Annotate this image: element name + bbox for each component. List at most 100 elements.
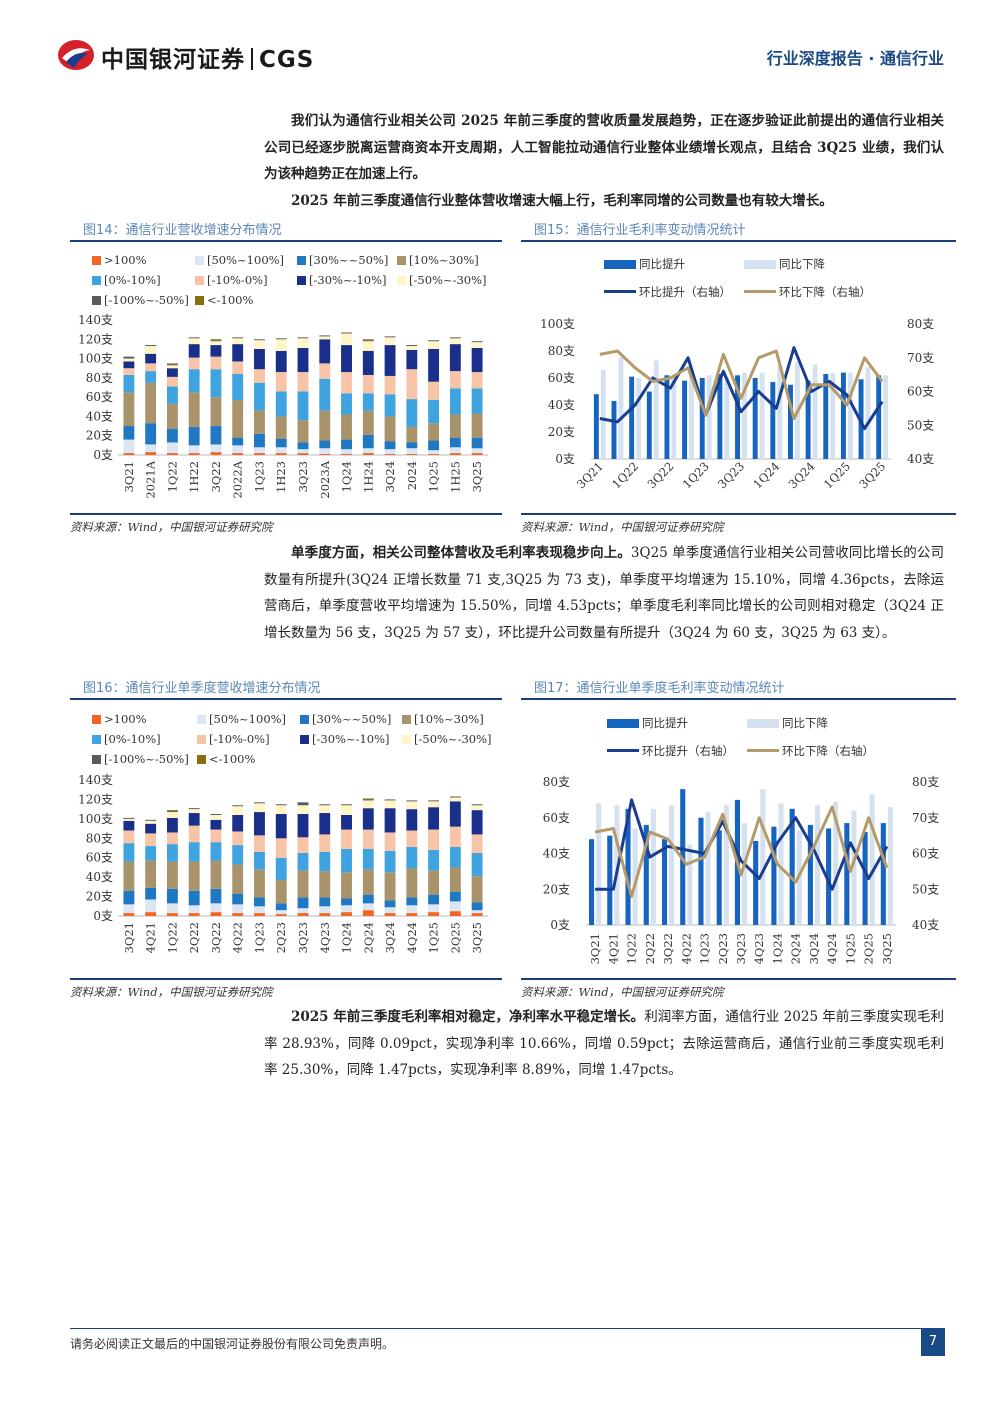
fig14-bottom-rule bbox=[70, 513, 502, 515]
legend-swatch bbox=[195, 296, 204, 305]
bar-segment bbox=[254, 433, 265, 448]
y-tick-label: 40支 bbox=[86, 870, 113, 884]
bar-segment bbox=[145, 452, 157, 455]
bar-segment bbox=[362, 339, 374, 341]
bar-segment bbox=[406, 427, 418, 443]
bar-segment bbox=[362, 808, 374, 830]
x-tick-label: 4Q24 bbox=[405, 922, 419, 953]
bar-segment bbox=[254, 851, 265, 870]
footer-rule bbox=[70, 1328, 945, 1329]
legend-item: [-30%~-10%] bbox=[300, 732, 390, 746]
bar-segment bbox=[275, 914, 287, 916]
bar-yoy-down bbox=[705, 812, 711, 925]
y-left-tick-label: 80支 bbox=[543, 775, 570, 789]
bar-segment bbox=[123, 830, 135, 844]
bar-yoy-down bbox=[706, 375, 712, 459]
line-qoq-down bbox=[599, 349, 884, 420]
bar-segment bbox=[254, 897, 265, 907]
bar-segment bbox=[406, 399, 418, 428]
bar-segment bbox=[362, 910, 374, 916]
bar-segment bbox=[254, 447, 265, 454]
footer-disclaimer: 请务必阅读正文最后的中国银河证券股份有限公司免责声明。 bbox=[70, 1337, 395, 1351]
bar-segment bbox=[275, 339, 287, 351]
bar-yoy-up bbox=[862, 832, 868, 925]
legend-swatch bbox=[92, 276, 101, 285]
bar-yoy-up bbox=[844, 823, 850, 925]
x-tick-label: 1Q25 bbox=[427, 922, 441, 953]
bar-segment bbox=[188, 825, 200, 843]
legend-item: <-100% bbox=[197, 752, 255, 766]
bar-yoy-up bbox=[664, 375, 670, 459]
legend-swatch bbox=[397, 276, 406, 285]
legend-label: 同比下降 bbox=[782, 716, 828, 730]
legend-label: [30%~~50%] bbox=[312, 712, 392, 726]
legend-label: [-100%~-50%] bbox=[104, 293, 189, 307]
bar-segment bbox=[362, 410, 374, 435]
bar-segment bbox=[449, 337, 461, 339]
x-tick-label: 1Q22 bbox=[625, 933, 639, 964]
bar-segment bbox=[297, 837, 309, 853]
bar-yoy-up bbox=[735, 375, 740, 459]
paragraph-4-text: 利润率方面，通信行业 2025 年前三季度实现毛利率 28.93%，同降 0.0… bbox=[264, 1009, 944, 1078]
x-tick-label: 1Q24 bbox=[340, 922, 354, 953]
bar-segment bbox=[145, 346, 157, 354]
legend-item: [-100%~-50%] bbox=[92, 752, 189, 766]
fig15-legend: 同比提升 同比下降 环比提升（右轴） 环比下降（右轴） bbox=[604, 256, 944, 306]
bar-segment bbox=[166, 364, 178, 366]
bar-segment bbox=[428, 801, 440, 808]
bar-segment bbox=[471, 810, 483, 835]
x-tick-label: 2023A bbox=[318, 460, 332, 498]
bar-segment bbox=[145, 833, 157, 847]
bar-yoy-up bbox=[789, 808, 795, 925]
bar-segment bbox=[232, 344, 244, 362]
bar-segment bbox=[254, 369, 265, 383]
bar-segment bbox=[319, 897, 331, 907]
bar-segment bbox=[384, 832, 396, 851]
bar-segment bbox=[232, 361, 244, 374]
paragraph-2: 2025 年前三季度通信行业整体营收增速大幅上行，毛利率同增的公司数量也有较大增… bbox=[264, 188, 944, 215]
legend-label: [0%-10%] bbox=[104, 273, 161, 287]
bar-segment bbox=[145, 819, 157, 821]
bar-segment bbox=[210, 814, 222, 815]
legend-swatch bbox=[297, 276, 306, 285]
bar-segment bbox=[471, 805, 483, 811]
bar-segment bbox=[319, 336, 331, 340]
x-tick-label: 3Q24 bbox=[383, 461, 397, 492]
bar-segment bbox=[362, 894, 374, 904]
bar-segment bbox=[210, 339, 222, 341]
bar-segment bbox=[297, 372, 309, 392]
bar-yoy-up bbox=[589, 839, 595, 925]
bar-segment bbox=[210, 829, 222, 843]
bar-yoy-up bbox=[646, 391, 652, 459]
bar-segment bbox=[254, 410, 265, 434]
bar-segment bbox=[319, 804, 331, 806]
bar-segment bbox=[275, 814, 287, 839]
bar-segment bbox=[319, 440, 331, 449]
y-tick-label: 60支 bbox=[86, 390, 113, 404]
legend-item: 环比下降（右轴） bbox=[747, 743, 874, 759]
bar-segment bbox=[319, 913, 331, 916]
bar-segment bbox=[341, 333, 352, 346]
bar-yoy-down bbox=[869, 794, 875, 925]
bar-segment bbox=[319, 834, 331, 852]
bar-segment bbox=[188, 338, 200, 345]
bar-segment bbox=[166, 428, 178, 443]
bar-yoy-up bbox=[682, 380, 688, 459]
bar-segment bbox=[471, 902, 483, 911]
bar-segment bbox=[254, 812, 265, 836]
bar-segment bbox=[384, 375, 396, 395]
legend-swatch bbox=[747, 749, 779, 752]
fig14-chart: 0支 20支 40支 60支 80支 100支 120支 140支 3Q21 2021A 1Q22 1… bbox=[78, 313, 488, 499]
x-tick-label: 4Q22 bbox=[231, 922, 245, 953]
bar-yoy-down bbox=[618, 357, 624, 459]
bar-segment bbox=[406, 897, 418, 906]
bar-segment bbox=[449, 388, 461, 415]
bar-segment bbox=[428, 348, 440, 382]
bar-segment bbox=[297, 391, 309, 421]
bar-segment bbox=[232, 814, 244, 832]
bar-segment bbox=[471, 834, 483, 853]
y-left-tick-label: 100支 bbox=[540, 317, 575, 331]
bar-segment bbox=[188, 344, 200, 358]
fig17-top-rule bbox=[521, 698, 956, 700]
bar-yoy-up bbox=[717, 373, 723, 459]
